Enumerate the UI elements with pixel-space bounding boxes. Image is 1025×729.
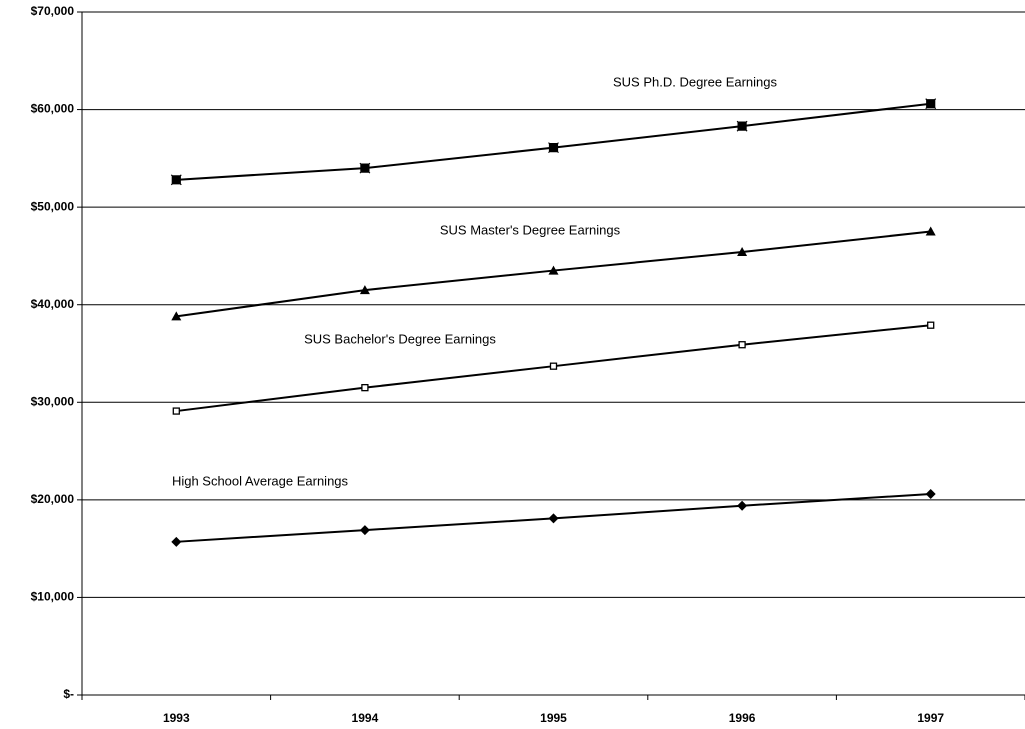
- x-tick-label: 1993: [163, 711, 190, 725]
- marker: [359, 285, 370, 295]
- marker: [359, 162, 371, 174]
- marker: [171, 536, 182, 547]
- x-tick-label: 1995: [540, 711, 567, 725]
- marker: [361, 383, 369, 392]
- series-label: SUS Master's Degree Earnings: [440, 222, 621, 237]
- y-tick-label: $10,000: [31, 590, 75, 604]
- y-tick-label: $40,000: [31, 297, 75, 311]
- marker: [925, 489, 936, 500]
- x-tick-label: 1996: [729, 711, 756, 725]
- marker: [548, 513, 559, 524]
- marker: [170, 174, 182, 186]
- marker: [927, 321, 935, 329]
- marker: [736, 120, 748, 132]
- y-tick-label: $30,000: [31, 394, 75, 408]
- marker: [548, 142, 559, 154]
- y-tick-label: $-: [63, 687, 74, 701]
- marker: [737, 247, 748, 257]
- y-tick-label: $50,000: [31, 199, 75, 213]
- marker: [925, 98, 937, 110]
- marker: [359, 525, 370, 536]
- series-line: [176, 102, 931, 181]
- marker: [172, 407, 180, 415]
- y-tick-label: $60,000: [31, 102, 75, 116]
- series-label: SUS Bachelor's Degree Earnings: [304, 331, 496, 346]
- series-label: High School Average Earnings: [172, 473, 349, 488]
- y-tick-label: $70,000: [31, 4, 75, 18]
- marker: [549, 362, 558, 370]
- x-tick-label: 1997: [917, 711, 944, 725]
- marker: [737, 500, 748, 511]
- x-tick-label: 1994: [352, 711, 379, 725]
- marker: [925, 226, 936, 236]
- marker: [171, 311, 182, 321]
- y-tick-label: $20,000: [31, 492, 75, 506]
- marker: [738, 341, 746, 349]
- series-label: SUS Ph.D. Degree Earnings: [613, 74, 778, 89]
- marker: [548, 265, 559, 275]
